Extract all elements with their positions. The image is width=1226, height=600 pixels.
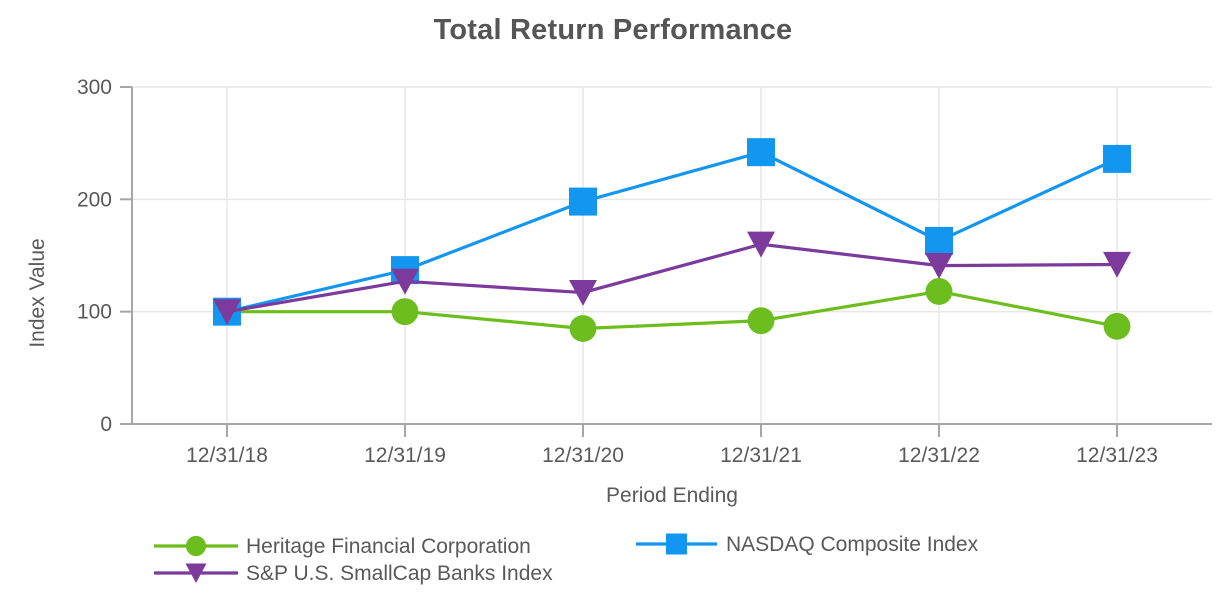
y-axis-tick-label: 100	[77, 301, 112, 324]
y-axis-title-text: Index Value	[26, 238, 49, 348]
x-axis-tick-label: 12/31/21	[720, 444, 802, 467]
legend-label: Heritage Financial Corporation	[246, 535, 531, 558]
x-axis-tick-label: 12/31/19	[364, 444, 446, 467]
series-line	[227, 289, 1118, 331]
y-axis-tick-label: 0	[100, 413, 112, 436]
data-point-triangle-marker	[213, 299, 241, 325]
y-axis-tick-label: 300	[77, 76, 112, 99]
data-point-square-marker	[747, 138, 775, 167]
data-point-circle-marker	[925, 278, 953, 305]
data-point-circle-marker	[569, 315, 597, 342]
data-point-circle-marker	[391, 298, 419, 326]
legend-circle-marker	[185, 535, 207, 557]
x-axis-tick-label: 12/31/18	[186, 444, 268, 467]
data-point-square-marker	[569, 187, 597, 216]
data-point-square-marker	[1103, 144, 1131, 173]
chart-title: Total Return Performance	[433, 14, 793, 46]
x-axis-tick-label: 12/31/20	[542, 444, 624, 467]
data-point-triangle-marker	[569, 279, 597, 306]
series-line	[226, 242, 1118, 314]
data-point-circle-marker	[747, 307, 775, 335]
legend-label: NASDAQ Composite Index	[726, 533, 979, 556]
data-point-triangle-marker	[391, 268, 419, 295]
legend-square-marker	[666, 533, 687, 555]
y-axis-tick-label: 200	[77, 188, 112, 211]
series-line	[226, 150, 1118, 314]
data-point-triangle-marker	[925, 253, 953, 279]
x-axis-title: Period Ending	[606, 484, 738, 507]
x-axis-tick-label: 12/31/22	[898, 444, 980, 467]
legend-label: S&P U.S. SmallCap Banks Index	[246, 562, 553, 585]
data-point-triangle-marker	[747, 231, 775, 258]
x-axis-tick-label: 12/31/23	[1076, 444, 1158, 467]
data-point-square-marker	[925, 226, 953, 255]
data-point-circle-marker	[1103, 312, 1131, 340]
legend-triangle-marker	[185, 563, 207, 583]
data-point-triangle-marker	[1103, 251, 1131, 278]
